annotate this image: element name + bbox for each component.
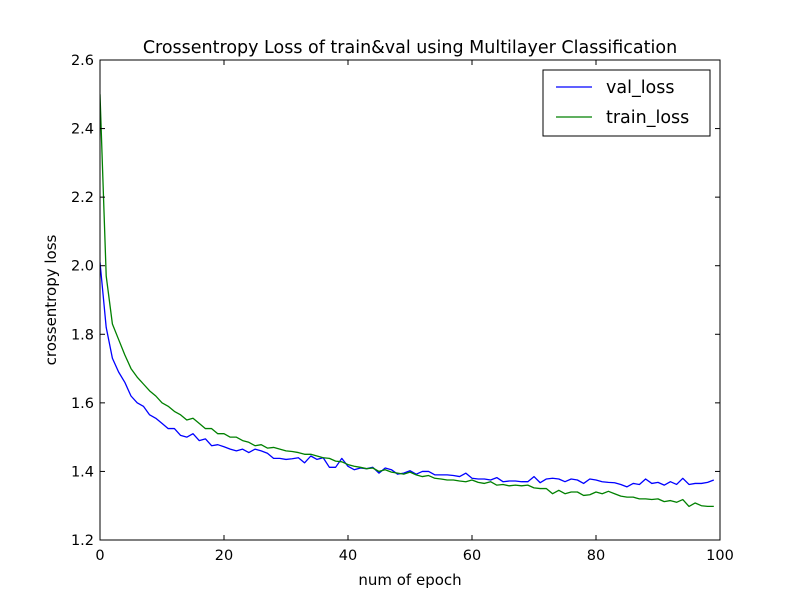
y-tick-label: 1.8 (71, 327, 94, 343)
x-tick-label: 40 (339, 548, 357, 564)
y-tick-label: 1.6 (71, 396, 94, 412)
legend-box (542, 69, 711, 137)
legend: val_loss train_loss (542, 69, 711, 137)
plot-frame (99, 59, 721, 541)
x-tick-label: 20 (215, 548, 233, 564)
chart-title: Crossentropy Loss of train&val using Mul… (143, 38, 677, 58)
series-lines (100, 94, 715, 508)
x-tick-label: 60 (463, 548, 481, 564)
series-line-train-loss (100, 94, 714, 508)
y-axis-ticks: 1.2 1.4 1.6 1.8 2.0 2.2 2.4 2.6 (71, 53, 720, 549)
y-tick-label: 2.6 (71, 53, 94, 69)
y-tick-label: 1.4 (71, 464, 94, 480)
y-tick-label: 2.2 (71, 190, 94, 206)
x-axis-label: num of epoch (358, 571, 461, 589)
y-axis-label: crossentropy loss (42, 234, 60, 365)
y-tick-label: 1.2 (71, 533, 94, 549)
legend-label-val-loss: val_loss (606, 78, 675, 98)
x-axis-ticks: 0 20 40 60 80 100 (95, 60, 734, 564)
legend-label-train-loss: train_loss (606, 108, 689, 128)
y-tick-label: 2.0 (71, 259, 94, 275)
x-tick-label: 0 (95, 548, 104, 564)
x-tick-label: 100 (706, 548, 734, 564)
y-tick-label: 2.4 (71, 122, 94, 138)
series-line-val-loss (100, 262, 715, 488)
x-tick-label: 80 (587, 548, 605, 564)
